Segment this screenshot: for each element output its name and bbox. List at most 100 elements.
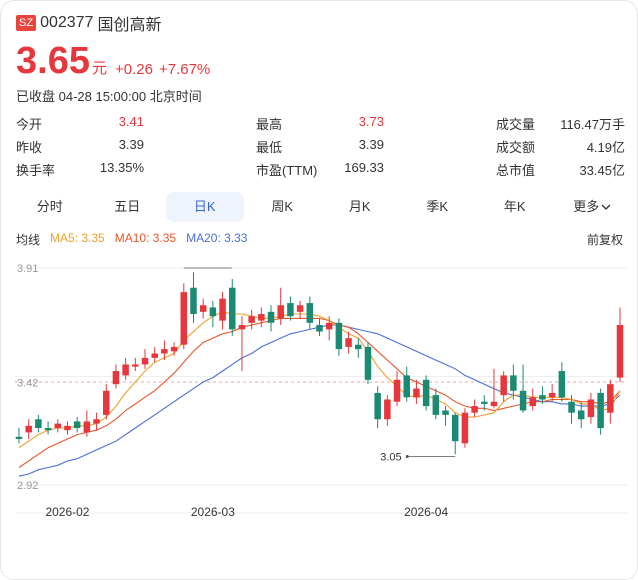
candle-body bbox=[529, 397, 537, 407]
stat-value: 3.39 bbox=[358, 137, 384, 152]
candle-body bbox=[558, 371, 566, 398]
adjust-toggle[interactable]: 前复权 bbox=[586, 233, 623, 247]
y-tick-label: 3.91 bbox=[17, 263, 38, 275]
candle-body bbox=[490, 401, 498, 407]
stat-value: 116.47万手 bbox=[560, 117, 625, 132]
ma-legend: 均线 MA5: 3.35 MA10: 3.35 MA20: 3.33 bbox=[16, 231, 257, 248]
tab-4[interactable]: 月K bbox=[348, 199, 371, 214]
candle-body bbox=[161, 349, 168, 354]
stock-header: SZ 002377 国创高新 bbox=[16, 12, 161, 34]
candle-body bbox=[35, 419, 42, 429]
tab-2[interactable]: 日K bbox=[166, 192, 244, 222]
candle-body bbox=[287, 303, 294, 317]
candle-body bbox=[93, 419, 100, 424]
candle-body bbox=[316, 324, 323, 332]
x-tick-label: 2026-03 bbox=[191, 505, 235, 519]
candle-body bbox=[471, 406, 478, 413]
candle-body bbox=[413, 388, 420, 398]
candle-body bbox=[248, 316, 255, 323]
candle-body bbox=[141, 357, 149, 365]
candle-body bbox=[306, 303, 314, 323]
candle-body bbox=[277, 305, 284, 319]
candle-body bbox=[83, 421, 91, 433]
ma5-label: MA5: 3.35 bbox=[50, 231, 105, 245]
candle-body bbox=[577, 410, 585, 420]
price-unit: 元 bbox=[91, 60, 107, 77]
candle-body bbox=[54, 423, 62, 429]
stat-label: 昨收 bbox=[16, 140, 43, 155]
candle-body bbox=[384, 399, 391, 420]
candle-body bbox=[238, 324, 246, 330]
tab-1[interactable]: 五日 bbox=[114, 199, 141, 214]
candle-body bbox=[122, 364, 129, 376]
stock-code: 002377 bbox=[40, 14, 94, 31]
candlestick-chart: 3.91 3.42 2.92 3.05 2026-02 2026-03 2026-04 bbox=[15, 263, 627, 519]
candle-body bbox=[461, 412, 469, 444]
stat-label: 最低 bbox=[256, 140, 283, 155]
price-row: 3.65 元 +0.26 +7.67% bbox=[16, 41, 210, 81]
stat-label: 最高 bbox=[256, 117, 283, 132]
stock-name: 国创高新 bbox=[97, 17, 162, 34]
stat-value: 3.41 bbox=[118, 114, 144, 129]
x-tick-label: 2026-02 bbox=[45, 505, 89, 519]
candle-body bbox=[510, 375, 517, 391]
candle-body bbox=[616, 324, 624, 378]
price-change-percent: +7.67% bbox=[158, 61, 211, 78]
candle-body bbox=[229, 287, 236, 330]
stat-label: 总市值 bbox=[496, 163, 536, 178]
tab-3[interactable]: 周K bbox=[271, 199, 294, 214]
candle-body bbox=[607, 384, 614, 413]
candle-body bbox=[539, 395, 546, 400]
candle-body bbox=[422, 379, 430, 407]
candle-body bbox=[219, 298, 226, 321]
candle-body bbox=[393, 379, 401, 402]
candle-body bbox=[25, 425, 32, 433]
candle-body bbox=[335, 322, 343, 350]
candle-body bbox=[132, 364, 139, 367]
stat-value: 3.39 bbox=[118, 137, 144, 152]
candle-body bbox=[587, 399, 595, 418]
period-tabs: 分时 五日 日K 周K 月K 季K 年K 更多 bbox=[11, 192, 631, 222]
y-tick-label: 3.42 bbox=[17, 378, 38, 390]
candle-body bbox=[364, 346, 372, 380]
candle-body bbox=[548, 392, 556, 398]
candle-body bbox=[568, 401, 575, 413]
candle-body bbox=[451, 414, 459, 442]
stat-label: 换手率 bbox=[16, 163, 56, 178]
candle-body bbox=[519, 390, 527, 411]
current-price: 3.65 bbox=[16, 40, 90, 82]
tab-5[interactable]: 季K bbox=[426, 199, 449, 214]
candle-body bbox=[209, 307, 217, 317]
candle-body bbox=[296, 305, 304, 312]
candle-body bbox=[15, 436, 23, 439]
tab-6[interactable]: 年K bbox=[503, 199, 526, 214]
ma10-label: MA10: 3.35 bbox=[114, 231, 177, 245]
candle-body bbox=[442, 410, 449, 415]
low-marker-dot bbox=[405, 455, 409, 459]
candle-body bbox=[267, 311, 275, 323]
market-status: 已收盘 04-28 15:00:00 北京时间 bbox=[16, 89, 202, 104]
candle-body bbox=[64, 425, 71, 431]
stat-value: 13.35% bbox=[99, 160, 144, 175]
stat-value: 33.45亿 bbox=[579, 163, 625, 178]
stat-value: 169.33 bbox=[344, 160, 384, 175]
y-tick-label: 2.92 bbox=[17, 480, 38, 492]
ma20-label: MA20: 3.33 bbox=[186, 231, 248, 245]
candle-body bbox=[258, 314, 265, 321]
candle-body bbox=[73, 421, 81, 429]
stat-label: 市盈(TTM) bbox=[256, 163, 318, 178]
tab-0[interactable]: 分时 bbox=[36, 199, 63, 214]
chevron-down-icon bbox=[599, 199, 611, 214]
tab-7[interactable]: 更多 bbox=[554, 192, 632, 222]
ma-legend-title: 均线 bbox=[16, 233, 41, 247]
stat-value: 3.73 bbox=[358, 114, 384, 129]
candle-body bbox=[112, 371, 120, 385]
candle-body bbox=[481, 401, 488, 404]
candle-body bbox=[403, 375, 410, 398]
candle-body bbox=[170, 346, 178, 352]
candle-body bbox=[355, 344, 362, 350]
candle-body bbox=[151, 353, 158, 358]
stat-label: 成交量 bbox=[496, 117, 536, 132]
candle-body bbox=[432, 395, 440, 415]
